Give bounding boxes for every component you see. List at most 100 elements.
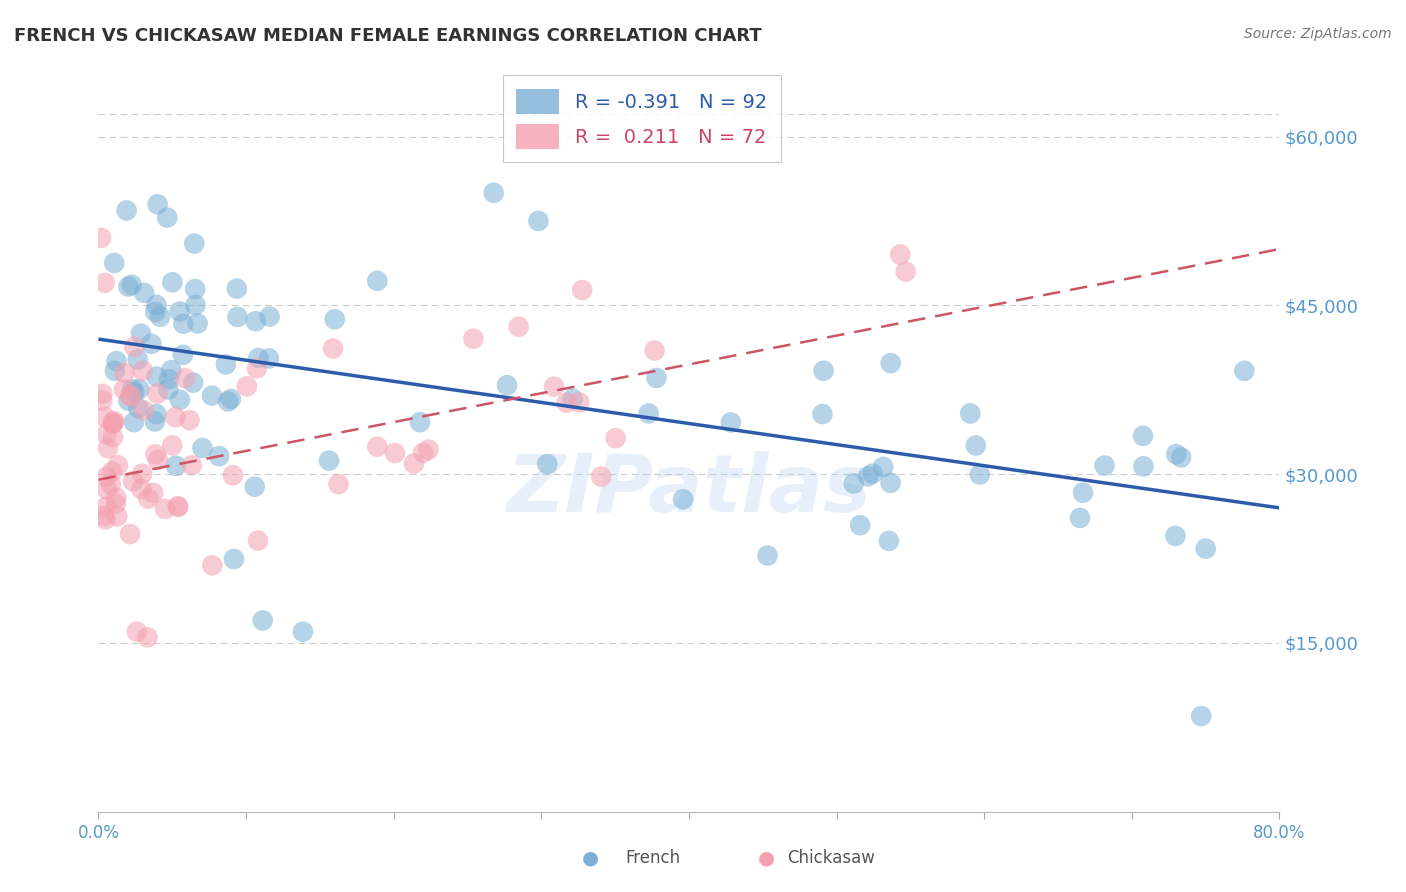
Point	[969, 467, 991, 482]
Point	[118, 388, 141, 402]
Point	[1069, 511, 1091, 525]
Point	[122, 415, 145, 429]
Point	[127, 352, 149, 367]
Point	[222, 468, 245, 483]
Point	[162, 275, 184, 289]
Point	[879, 475, 901, 490]
Point	[153, 502, 176, 516]
Point	[482, 186, 505, 200]
Point	[645, 371, 668, 385]
Point	[226, 310, 249, 324]
Point	[183, 236, 205, 251]
Text: ZIPatlas: ZIPatlas	[506, 450, 872, 529]
Point	[605, 431, 627, 445]
Point	[1132, 459, 1154, 474]
Point	[136, 630, 159, 644]
Point	[93, 508, 115, 523]
Point	[181, 376, 204, 390]
Point	[120, 389, 142, 403]
Point	[160, 363, 183, 377]
Point	[149, 310, 172, 324]
Point	[143, 414, 166, 428]
Point	[1132, 429, 1154, 443]
Point	[872, 459, 894, 474]
Point	[91, 393, 114, 408]
Text: Source: ZipAtlas.com: Source: ZipAtlas.com	[1244, 27, 1392, 41]
Point	[146, 197, 169, 211]
Point	[412, 446, 434, 460]
Point	[145, 407, 167, 421]
Point	[90, 231, 112, 245]
Point	[384, 446, 406, 460]
Point	[219, 392, 242, 406]
Point	[104, 497, 127, 511]
Point	[103, 414, 125, 428]
Point	[257, 351, 280, 366]
Point	[132, 403, 155, 417]
Point	[121, 277, 143, 292]
Point	[101, 430, 124, 444]
Point	[156, 211, 179, 225]
Point	[94, 512, 117, 526]
Point	[101, 465, 124, 479]
Point	[165, 458, 187, 473]
Point	[131, 467, 153, 481]
Point	[100, 477, 122, 491]
Point	[157, 372, 180, 386]
Point	[128, 382, 150, 396]
Point	[191, 441, 214, 455]
Point	[1094, 458, 1116, 473]
Point	[856, 469, 879, 483]
Point	[166, 500, 188, 514]
Point	[112, 366, 135, 380]
Text: FRENCH VS CHICKASAW MEDIAN FEMALE EARNINGS CORRELATION CHART: FRENCH VS CHICKASAW MEDIAN FEMALE EARNIN…	[14, 27, 762, 45]
Point	[122, 475, 145, 489]
Point	[115, 203, 138, 218]
Point	[879, 356, 901, 370]
Point	[143, 305, 166, 319]
Point	[217, 394, 239, 409]
Point	[965, 438, 987, 452]
Text: ●: ●	[758, 848, 775, 868]
Point	[222, 552, 245, 566]
Point	[1164, 529, 1187, 543]
Point	[91, 386, 114, 401]
Point	[877, 533, 900, 548]
Point	[508, 319, 530, 334]
Point	[328, 477, 350, 491]
Point	[125, 624, 148, 639]
Point	[172, 348, 194, 362]
Point	[644, 343, 666, 358]
Point	[96, 469, 118, 483]
Point	[672, 492, 695, 507]
Point	[124, 340, 146, 354]
Point	[187, 317, 209, 331]
Point	[862, 467, 884, 481]
Point	[103, 416, 125, 430]
Point	[117, 393, 139, 408]
Point	[720, 416, 742, 430]
Point	[811, 407, 834, 421]
Legend: R = -0.391   N = 92, R =  0.211   N = 72: R = -0.391 N = 92, R = 0.211 N = 72	[503, 75, 780, 162]
Point	[252, 614, 274, 628]
Point	[138, 491, 160, 506]
Text: French: French	[626, 849, 681, 867]
Point	[409, 415, 432, 429]
Point	[555, 396, 578, 410]
Point	[93, 409, 115, 424]
Point	[842, 476, 865, 491]
Point	[127, 401, 149, 416]
Point	[568, 395, 591, 409]
Point	[103, 256, 125, 270]
Point	[101, 417, 124, 431]
Point	[561, 392, 583, 406]
Point	[129, 326, 152, 341]
Point	[201, 558, 224, 573]
Point	[215, 358, 238, 372]
Point	[145, 447, 167, 461]
Point	[236, 379, 259, 393]
Point	[180, 458, 202, 473]
Point	[527, 214, 550, 228]
Point	[174, 371, 197, 385]
Point	[1166, 447, 1188, 461]
